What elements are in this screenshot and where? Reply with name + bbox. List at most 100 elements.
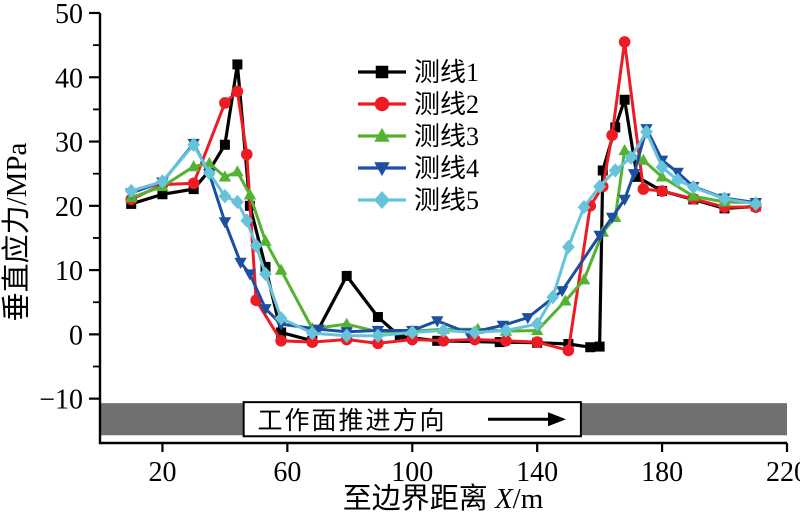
- circle-marker: [437, 335, 450, 347]
- legend-item-测线3: 测线3: [358, 122, 479, 151]
- triangle-up-marker: [243, 188, 257, 200]
- square-marker: [157, 189, 168, 200]
- diamond-marker: [640, 124, 653, 140]
- legend-label: 测线2: [414, 90, 479, 119]
- triangle-down-marker: [618, 194, 631, 206]
- legend-label: 测线5: [414, 186, 479, 215]
- diamond-marker: [577, 199, 591, 215]
- triangle-down-marker: [259, 304, 272, 316]
- triangle-up-marker: [259, 234, 272, 246]
- triangle-up-marker: [687, 189, 700, 201]
- diamond-marker: [562, 239, 575, 255]
- circle-marker: [187, 177, 200, 190]
- square-marker: [610, 122, 621, 133]
- square-marker: [619, 94, 630, 105]
- triangle-down-marker: [312, 324, 325, 336]
- diamond-marker: [405, 325, 419, 340]
- circle-marker: [562, 344, 575, 357]
- legend-item-测线1: 测线1: [358, 58, 479, 87]
- square-marker: [372, 312, 383, 323]
- circle-marker: [500, 335, 512, 347]
- working-face-bar: 工作面推进方向: [101, 401, 787, 438]
- diamond-marker: [240, 213, 254, 228]
- x-tick-label: 180: [641, 457, 683, 488]
- diamond-marker: [305, 325, 319, 341]
- x-axis-title-prefix: 至边界距离: [343, 482, 488, 515]
- triangle-down-marker: [521, 313, 535, 325]
- y-tick-label: 10: [55, 256, 83, 287]
- series-测线5: [124, 124, 763, 343]
- legend-label: 测线1: [414, 58, 479, 87]
- square-marker: [597, 165, 608, 176]
- diamond-marker: [218, 188, 232, 204]
- circle-marker: [606, 129, 618, 141]
- circle-marker: [231, 85, 244, 98]
- triangle-up-marker: [618, 144, 631, 156]
- diamond-marker: [546, 289, 560, 305]
- diamond-marker: [468, 325, 482, 340]
- triangle-down-marker: [627, 169, 641, 181]
- diamond-marker: [624, 150, 638, 165]
- legend-label: 测线3: [414, 122, 479, 151]
- y-axis-title: 垂直应力/MPa: [0, 142, 33, 321]
- y-tick-label: 40: [55, 63, 83, 94]
- diamond-marker: [374, 191, 390, 209]
- square-marker: [375, 65, 389, 79]
- circle-marker: [219, 97, 231, 109]
- diamond-marker: [259, 266, 272, 282]
- triangle-up-marker: [559, 294, 572, 306]
- triangle-down-marker: [374, 162, 390, 177]
- triangle-up-marker: [374, 127, 390, 142]
- triangle-up-marker: [218, 170, 232, 182]
- legend-item-测线5: 测线5: [358, 186, 479, 215]
- triangle-up-marker: [637, 153, 650, 165]
- legend-label: 测线4: [414, 154, 479, 183]
- triangle-down-marker: [605, 212, 619, 224]
- y-tick-label: 0: [69, 320, 83, 351]
- triangle-down-marker: [593, 230, 606, 242]
- axes: −10 0 10 20 30 40 50 20 60 100 140 180 220: [39, 0, 800, 488]
- circle-marker: [531, 336, 543, 348]
- triangle-down-marker: [555, 286, 569, 298]
- legend-item-测线4: 测线4: [358, 154, 479, 183]
- circle-marker: [275, 335, 287, 347]
- x-tick-label: 220: [766, 457, 800, 488]
- triangle-down-marker: [234, 257, 247, 269]
- circle-marker: [618, 36, 631, 48]
- diamond-marker: [371, 328, 385, 343]
- x-axis-title: 至边界距离 X/m: [343, 482, 544, 515]
- circle-marker: [372, 337, 384, 350]
- y-tick-label: −10: [39, 385, 83, 416]
- x-tick-label: 140: [516, 457, 558, 488]
- square-marker: [219, 139, 230, 150]
- triangle-up-marker: [274, 263, 288, 275]
- triangle-up-marker: [340, 317, 353, 329]
- diamond-marker: [274, 311, 288, 326]
- square-marker: [594, 341, 605, 352]
- diamond-marker: [340, 328, 354, 343]
- diamond-marker: [499, 323, 513, 338]
- square-marker: [394, 331, 405, 342]
- diamond-marker: [530, 316, 544, 332]
- diamond-marker: [187, 137, 201, 152]
- legend: 测线1 测线2 测线3 测线4 测线5: [358, 58, 479, 215]
- circle-marker: [240, 148, 253, 161]
- right-arrow-icon: [548, 412, 566, 427]
- triangle-up-marker: [655, 170, 669, 182]
- diamond-marker: [608, 163, 622, 178]
- y-tick-label: 50: [55, 0, 83, 30]
- y-tick-label: 20: [55, 192, 83, 223]
- working-face-label: 工作面推进方向: [257, 407, 446, 435]
- x-tick-label: 20: [148, 457, 176, 488]
- x-axis-title-variable: X: [494, 483, 514, 515]
- diamond-marker: [749, 196, 763, 212]
- square-marker: [585, 342, 596, 353]
- diamond-marker: [655, 160, 669, 175]
- legend-item-测线2: 测线2: [358, 90, 479, 119]
- square-marker: [341, 270, 352, 281]
- triangle-up-marker: [577, 273, 591, 285]
- square-marker: [632, 171, 643, 182]
- circle-marker: [306, 336, 319, 348]
